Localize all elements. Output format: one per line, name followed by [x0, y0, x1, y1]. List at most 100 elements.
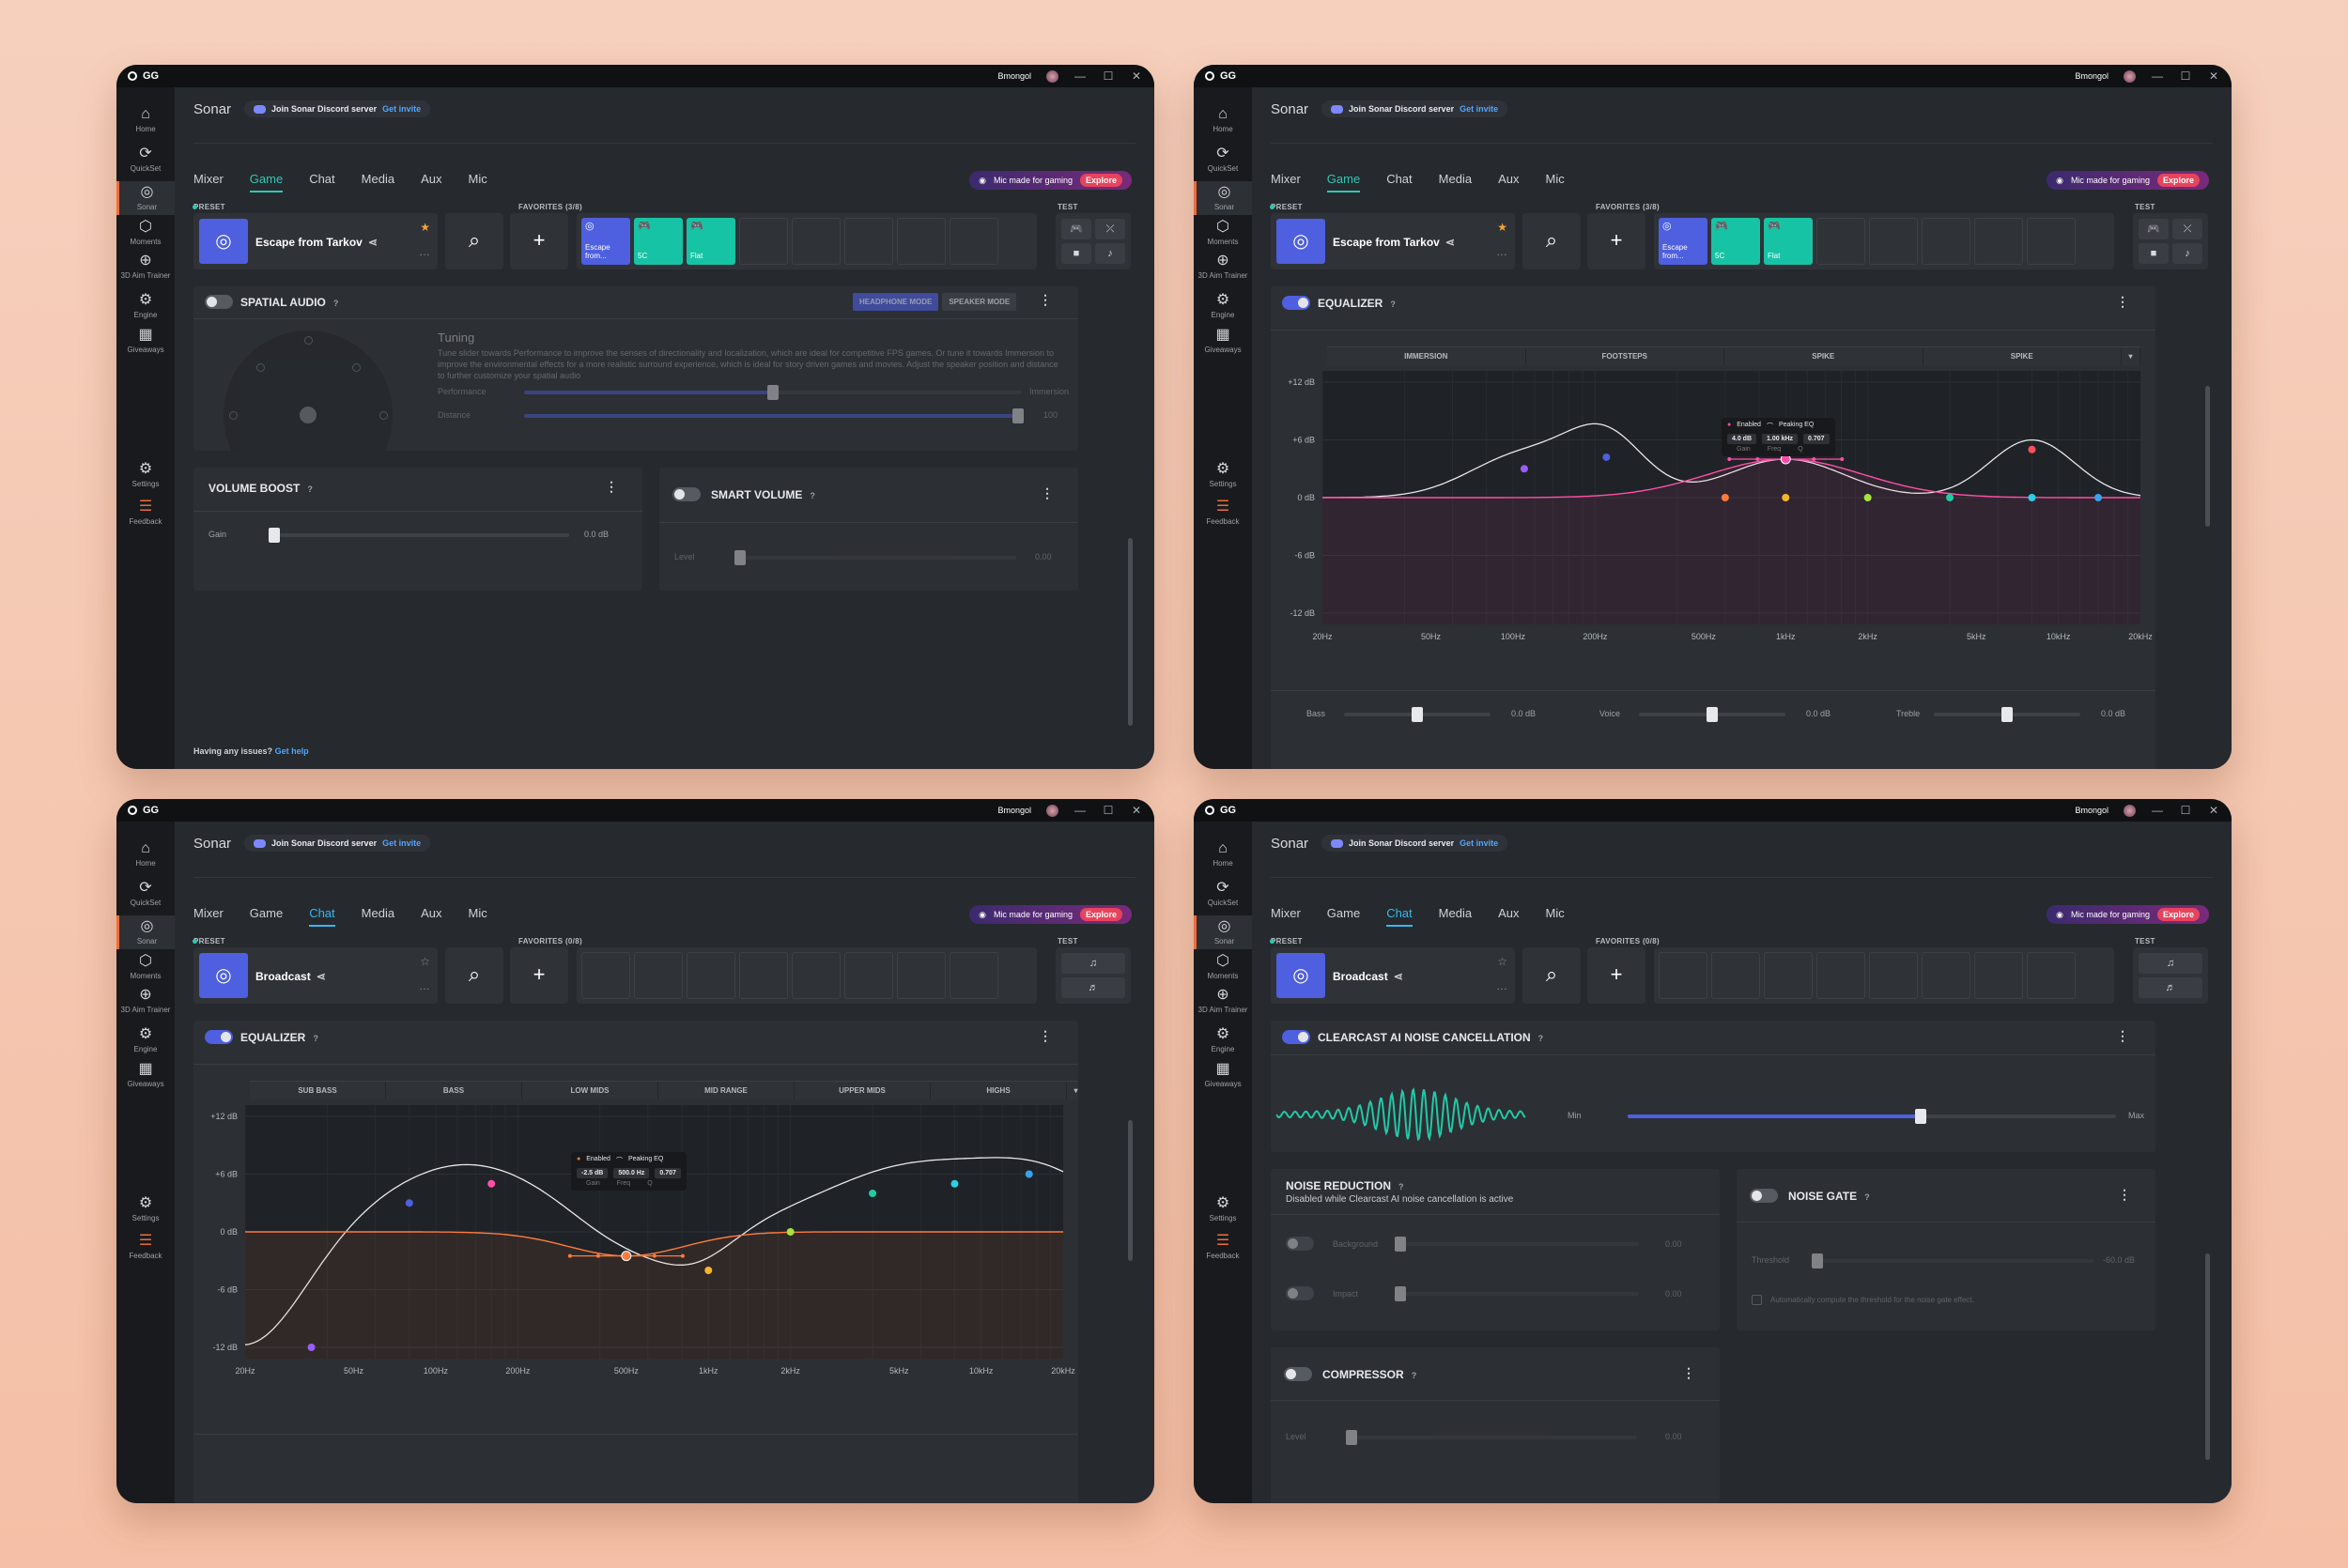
speaker-icon[interactable] — [229, 411, 238, 420]
tab-mixer[interactable]: Mixer — [193, 172, 224, 186]
voice-test-icon[interactable]: ♫ — [1061, 953, 1125, 974]
chevron-down-icon[interactable]: ▾ — [2122, 347, 2140, 365]
search-button[interactable]: ⌕ — [445, 947, 503, 1004]
discord-banner[interactable]: Join Sonar Discord server Get invite — [1321, 100, 1508, 117]
speaker-icon[interactable] — [351, 363, 361, 373]
favorite-star-icon[interactable]: ★ — [420, 221, 430, 234]
sidebar-item-settings[interactable]: ⚙ Settings — [116, 1195, 175, 1222]
eq-band-point[interactable] — [307, 1344, 316, 1351]
favorite-slot-empty[interactable] — [897, 952, 946, 999]
tab-aux[interactable]: Aux — [421, 906, 442, 920]
minimize-icon[interactable]: — — [1074, 69, 1086, 83]
avatar[interactable] — [1046, 804, 1058, 817]
impact-toggle[interactable] — [1286, 1286, 1314, 1300]
tab-chat[interactable]: Chat — [1386, 906, 1413, 927]
music-icon[interactable]: ♪ — [2172, 243, 2202, 264]
username[interactable]: Bmongol — [2075, 806, 2109, 815]
sidebar-item-home[interactable]: ⌂ Home — [116, 840, 175, 868]
avatar[interactable] — [1046, 69, 1058, 83]
favorite-preset[interactable]: ◎ Escape from... — [581, 218, 630, 265]
search-button[interactable]: ⌕ — [445, 213, 503, 269]
music-icon[interactable]: ♪ — [1095, 243, 1125, 264]
q-handle-point[interactable] — [652, 1253, 657, 1258]
add-preset-button[interactable]: + — [510, 947, 568, 1004]
distance-slider[interactable] — [524, 408, 1024, 423]
sidebar-item-aim[interactable]: ⊕ 3D Aim Trainer — [1194, 253, 1252, 280]
sidebar-item-quickset[interactable]: ⟳ QuickSet — [1194, 146, 1252, 173]
tab-aux[interactable]: Aux — [421, 172, 442, 186]
sidebar-item-home[interactable]: ⌂ Home — [1194, 840, 1252, 868]
favorite-preset[interactable]: 🎮 5C — [634, 218, 683, 265]
eq-band-point[interactable] — [2028, 494, 2036, 501]
discord-banner[interactable]: Join Sonar Discord server Get invite — [1321, 835, 1508, 852]
close-icon[interactable]: ✕ — [2208, 804, 2219, 817]
q-value[interactable]: 0.707 — [655, 1168, 681, 1178]
voice-slider[interactable] — [1639, 707, 1785, 722]
sidebar-item-sonar[interactable]: ◎ Sonar — [1194, 915, 1252, 949]
sidebar-item-giveaways[interactable]: ▦ Giveaways — [116, 1061, 175, 1088]
impact-slider[interactable] — [1395, 1286, 1639, 1301]
more-icon[interactable]: ⋮ — [1039, 1028, 1052, 1043]
maximize-icon[interactable]: ☐ — [2180, 804, 2191, 817]
explore-button[interactable]: Explore — [1079, 908, 1122, 921]
avatar[interactable] — [2124, 804, 2136, 817]
eq-band-point[interactable] — [1602, 453, 1611, 461]
favorite-preset[interactable]: 🎮 Flat — [1764, 218, 1813, 265]
background-slider[interactable] — [1395, 1237, 1639, 1252]
q-handle-point[interactable] — [680, 1253, 685, 1258]
sidebar-item-home[interactable]: ⌂ Home — [1194, 106, 1252, 133]
promo-banner[interactable]: ◉ Mic made for gaming Explore — [2047, 905, 2209, 924]
help-icon[interactable]: ? — [810, 491, 815, 500]
band-tab[interactable]: IMMERSION — [1327, 347, 1526, 365]
eq-graph[interactable]: +12 dB +6 dB 0 dB -6 dB -12 dB 20Hz 50Hz 100Hz 2… — [193, 1099, 1078, 1381]
level-slider[interactable] — [1346, 1430, 1637, 1445]
sidebar-item-settings[interactable]: ⚙ Settings — [1194, 1195, 1252, 1222]
get-invite-link[interactable]: Get invite — [1460, 838, 1499, 848]
bass-slider[interactable] — [1344, 707, 1491, 722]
tab-chat[interactable]: Chat — [1386, 172, 1413, 186]
explore-button[interactable]: Explore — [1079, 174, 1122, 187]
background-toggle[interactable] — [1286, 1237, 1314, 1251]
treble-slider[interactable] — [1934, 707, 2080, 722]
username[interactable]: Bmongol — [997, 71, 1031, 81]
band-tab[interactable]: UPPER MIDS — [795, 1082, 931, 1099]
band-tab[interactable]: SUB BASS — [250, 1082, 386, 1099]
promo-banner[interactable]: ◉ Mic made for gaming Explore — [2047, 171, 2209, 190]
gain-value[interactable]: -2.5 dB — [577, 1168, 609, 1178]
tab-media[interactable]: Media — [361, 906, 395, 920]
sidebar-item-aim[interactable]: ⊕ 3D Aim Trainer — [1194, 987, 1252, 1014]
level-slider[interactable] — [734, 550, 1016, 565]
help-icon[interactable]: ? — [1390, 300, 1396, 309]
scrollbar[interactable] — [1128, 1120, 1133, 1261]
smart-volume-toggle[interactable] — [672, 487, 701, 501]
preset-more-icon[interactable]: … — [1496, 245, 1507, 258]
tab-media[interactable]: Media — [361, 172, 395, 186]
speaker-position-dial[interactable] — [224, 331, 393, 451]
q-value[interactable]: 0.707 — [1803, 434, 1830, 444]
auto-threshold-checkbox[interactable] — [1752, 1295, 1762, 1305]
add-preset-button[interactable]: + — [1587, 947, 1645, 1004]
band-tab[interactable]: SPIKE — [1923, 347, 2122, 365]
discord-banner[interactable]: Join Sonar Discord server Get invite — [244, 835, 431, 852]
sidebar-item-feedback[interactable]: ☰ Feedback — [1194, 1233, 1252, 1260]
sidebar-item-engine[interactable]: ⚙ Engine — [1194, 1026, 1252, 1053]
favorite-slot-empty[interactable] — [897, 218, 946, 265]
headphone-mode-button[interactable]: HEADPHONE MODE — [853, 293, 939, 311]
more-icon[interactable]: ⋮ — [2116, 294, 2129, 309]
equalizer-toggle[interactable] — [205, 1030, 233, 1044]
favorite-star-icon[interactable]: ☆ — [1497, 955, 1507, 968]
eq-band-point[interactable] — [869, 1190, 877, 1197]
discord-banner[interactable]: Join Sonar Discord server Get invite — [244, 100, 431, 117]
eq-band-point[interactable] — [1863, 494, 1872, 501]
more-icon[interactable]: ⋮ — [2118, 1187, 2131, 1202]
get-invite-link[interactable]: Get invite — [382, 104, 422, 114]
sidebar-item-moments[interactable]: ⬡ Moments — [1194, 953, 1252, 980]
sidebar-item-aim[interactable]: ⊕ 3D Aim Trainer — [116, 987, 175, 1014]
favorite-slot-empty[interactable] — [2027, 952, 2076, 999]
favorite-slot-empty[interactable] — [581, 952, 630, 999]
eq-band-point[interactable] — [621, 1251, 632, 1262]
compressor-toggle[interactable] — [1284, 1367, 1312, 1381]
band-tab[interactable]: FOOTSTEPS — [1526, 347, 1724, 365]
get-invite-link[interactable]: Get invite — [1460, 104, 1499, 114]
favorite-slot-empty[interactable] — [1816, 218, 1865, 265]
